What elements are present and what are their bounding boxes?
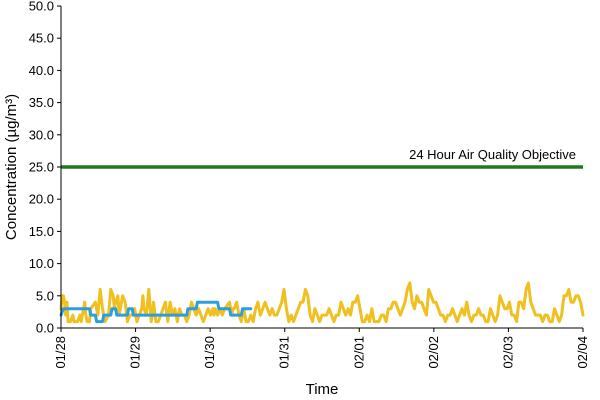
y-tick-label: 5.0 xyxy=(36,288,54,303)
x-tick-label: 01/30 xyxy=(202,336,217,369)
y-tick-label: 10.0 xyxy=(29,256,54,271)
y-tick-label: 20.0 xyxy=(29,192,54,207)
x-tick-label: 01/29 xyxy=(128,336,143,369)
x-tick-label: 01/28 xyxy=(53,336,68,369)
x-axis-title: Time xyxy=(306,381,339,398)
y-tick-label: 45.0 xyxy=(29,31,54,46)
y-axis-title: Concentration (µg/m³) xyxy=(3,94,20,240)
x-axis-ticks: 01/28 01/29 01/30 01/31 02/01 02/02 02/03 02/04 xyxy=(53,328,590,369)
x-tick-label: 02/04 xyxy=(575,336,590,369)
y-tick-label: 30.0 xyxy=(29,127,54,142)
x-tick-label: 02/01 xyxy=(351,336,366,369)
y-tick-label: 0.0 xyxy=(36,321,54,336)
x-tick-label: 02/03 xyxy=(500,336,515,369)
x-tick-label: 01/31 xyxy=(277,336,292,369)
y-axis-ticks: 0.0 5.0 10.0 15.0 20.0 25.0 30.0 35.0 40.0 45.0 50… xyxy=(29,0,61,336)
threshold-label: 24 Hour Air Quality Objective xyxy=(409,147,576,162)
y-tick-label: 25.0 xyxy=(29,160,54,175)
y-tick-label: 50.0 xyxy=(29,0,54,14)
y-tick-label: 40.0 xyxy=(29,63,54,78)
series-line-2 xyxy=(59,300,253,324)
y-tick-label: 15.0 xyxy=(29,224,54,239)
series-layer xyxy=(59,281,585,324)
y-tick-label: 35.0 xyxy=(29,95,54,110)
x-tick-label: 02/02 xyxy=(426,336,441,369)
